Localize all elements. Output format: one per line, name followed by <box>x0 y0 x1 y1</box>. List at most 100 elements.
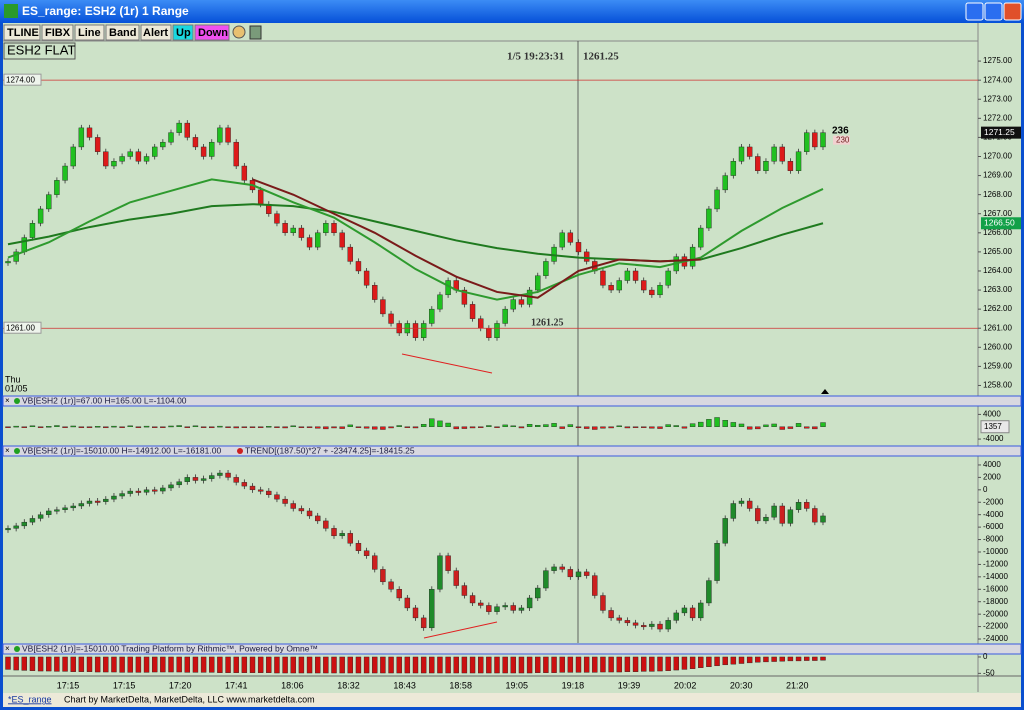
bar <box>714 417 720 427</box>
candle <box>771 505 777 518</box>
bar <box>820 656 826 661</box>
candle <box>160 487 166 492</box>
bar <box>315 656 321 674</box>
status-tab[interactable]: *ES_range <box>8 694 52 704</box>
bar <box>502 656 508 674</box>
bar <box>616 656 622 673</box>
bar <box>763 656 769 663</box>
bar <box>535 424 541 427</box>
candle <box>567 569 574 578</box>
candle <box>502 605 508 608</box>
bar <box>461 426 468 429</box>
bar <box>755 426 761 430</box>
candle <box>274 213 280 224</box>
close-x[interactable]: × <box>5 644 10 653</box>
candle <box>209 475 215 479</box>
bar <box>46 656 52 672</box>
bar <box>119 426 125 428</box>
bar <box>306 426 313 428</box>
candle <box>722 175 728 191</box>
bar <box>176 425 182 427</box>
toolbar-button[interactable] <box>41 24 74 41</box>
bar <box>347 656 353 674</box>
toolbar-button[interactable] <box>74 24 105 41</box>
bar <box>518 426 525 429</box>
bar <box>649 426 655 429</box>
y-tick-label: 1270.00 <box>983 152 1012 161</box>
candle <box>795 502 802 510</box>
scroll-marker <box>821 389 829 394</box>
candle <box>559 232 565 248</box>
candle <box>323 223 329 234</box>
time-label: 17:15 <box>57 680 80 690</box>
candle <box>54 509 60 512</box>
bar <box>420 656 427 674</box>
bar <box>559 426 565 429</box>
bar <box>257 656 264 673</box>
bar <box>592 426 598 430</box>
title-bar <box>0 0 1024 23</box>
bar <box>266 426 272 428</box>
candle <box>331 528 337 537</box>
maximize-button[interactable] <box>984 2 1003 21</box>
candle <box>494 323 500 338</box>
close-x[interactable]: × <box>5 446 10 455</box>
bar <box>429 656 435 674</box>
trash-icon[interactable] <box>249 25 262 40</box>
bar <box>812 426 818 430</box>
candle <box>70 146 76 167</box>
candle <box>306 510 313 517</box>
toolbar-button[interactable] <box>140 24 172 41</box>
panel-header: × VB[ESH2 (1r)]=-15010.00 Trading Platfo… <box>2 643 1022 655</box>
candle <box>184 477 191 482</box>
close-button[interactable] <box>1003 2 1022 21</box>
chart-title: ESH2 FLAT <box>7 42 75 57</box>
candle <box>143 156 150 162</box>
bar <box>192 425 199 428</box>
candle <box>103 498 109 502</box>
bar <box>722 656 728 666</box>
candle <box>632 270 639 281</box>
bar <box>779 656 785 662</box>
bar <box>494 656 500 674</box>
candle <box>510 605 516 611</box>
close-x[interactable]: × <box>5 396 10 405</box>
series-dot <box>14 448 20 454</box>
candle <box>380 569 386 583</box>
bar <box>70 656 76 672</box>
bar <box>13 425 19 428</box>
bar <box>738 423 745 427</box>
candle <box>21 521 27 527</box>
candle <box>217 472 223 476</box>
candle <box>339 533 345 537</box>
candle <box>722 518 728 544</box>
toolbar-button[interactable] <box>194 24 230 41</box>
bar <box>192 656 199 673</box>
candle <box>429 589 435 629</box>
toolbar-button[interactable] <box>105 24 140 41</box>
candle <box>575 571 582 578</box>
bar <box>339 656 345 674</box>
panel-title: VB[ESH2 (1r)]=67.00 H=165.00 L=-1104.00 <box>22 395 187 405</box>
candle <box>624 270 631 281</box>
candle <box>763 161 769 171</box>
candle <box>127 490 133 494</box>
bar <box>543 656 549 673</box>
candle <box>820 132 826 148</box>
toolbar-label: Down <box>198 27 228 39</box>
settings-icon[interactable] <box>232 25 246 39</box>
bar <box>575 426 582 428</box>
bar <box>608 426 614 429</box>
y-tick-label: -14000 <box>983 572 1008 581</box>
bar <box>412 426 419 429</box>
toolbar-button[interactable] <box>172 24 194 41</box>
candle <box>143 489 150 493</box>
candle <box>37 514 44 519</box>
candle <box>494 606 500 612</box>
minimize-button[interactable] <box>965 2 984 21</box>
moving-average <box>252 178 701 299</box>
bar <box>233 656 239 673</box>
toolbar-button[interactable] <box>3 24 41 41</box>
time-label: 20:30 <box>730 680 753 690</box>
candle <box>641 625 647 628</box>
